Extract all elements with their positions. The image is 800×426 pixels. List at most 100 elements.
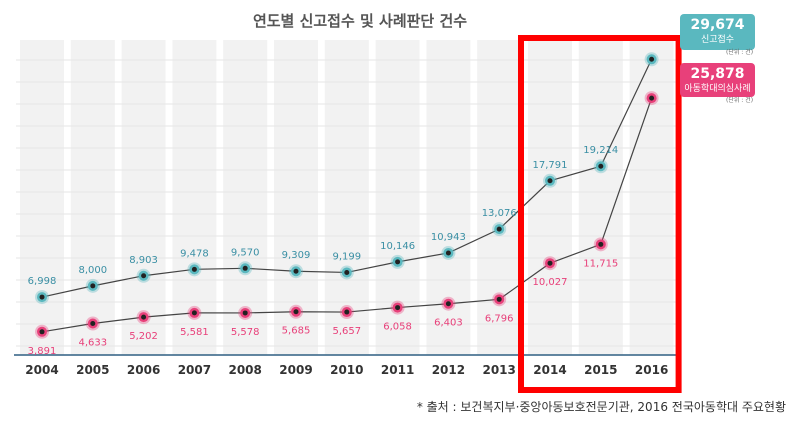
callout-reports-value: 29,674 — [690, 17, 745, 33]
point-center — [649, 56, 655, 62]
point-center — [39, 329, 45, 335]
x-tick-label: 2010 — [330, 363, 363, 377]
category-band — [477, 40, 522, 355]
point-center — [141, 314, 147, 320]
x-tick-label: 2006 — [127, 363, 160, 377]
data-point-cases — [441, 296, 456, 311]
data-label-cases: 6,403 — [434, 318, 463, 329]
point-center — [547, 178, 553, 184]
point-center — [141, 273, 147, 279]
x-tick-label: 2011 — [381, 363, 414, 377]
data-label-reports: 19,214 — [583, 145, 618, 156]
chart-title: 연도별 신고접수 및 사례판단 건수 — [252, 12, 468, 30]
data-point-reports — [85, 278, 100, 293]
point-center — [242, 310, 248, 316]
data-point-cases — [339, 305, 354, 320]
data-label-cases: 5,657 — [332, 326, 361, 337]
data-label-cases: 6,796 — [485, 313, 514, 324]
data-point-reports — [289, 264, 303, 279]
data-label-reports: 10,943 — [431, 232, 466, 243]
callout-reports-name: 신고접수 — [700, 35, 735, 45]
point-center — [293, 309, 299, 315]
data-point-reports — [593, 159, 608, 174]
data-label-cases: 6,058 — [383, 322, 412, 333]
point-center — [445, 301, 451, 307]
point-center — [191, 310, 197, 316]
callout-cases-value: 25,878 — [690, 66, 745, 82]
x-tick-label: 2016 — [635, 363, 668, 377]
data-point-cases — [543, 256, 557, 271]
point-center — [395, 259, 401, 265]
data-point-cases — [390, 300, 405, 315]
point-center — [293, 268, 299, 274]
point-center — [547, 260, 553, 266]
data-point-reports — [644, 52, 659, 67]
unit-label-cases: (단위 : 건) — [726, 97, 754, 104]
x-tick-label: 2004 — [25, 363, 58, 377]
point-center — [90, 283, 96, 289]
data-point-reports — [339, 265, 354, 280]
highlight-box — [518, 35, 682, 393]
point-center — [496, 296, 502, 302]
point-center — [344, 269, 350, 275]
data-label-cases: 5,578 — [231, 327, 260, 338]
data-label-reports: 8,903 — [129, 255, 158, 266]
point-center — [90, 321, 96, 327]
point-center — [649, 95, 655, 101]
category-band — [629, 40, 674, 355]
data-label-reports: 10,146 — [380, 241, 415, 252]
data-point-cases — [593, 237, 608, 252]
data-point-cases — [289, 304, 303, 319]
data-label-cases: 4,633 — [78, 338, 107, 349]
data-point-reports — [187, 262, 202, 277]
data-point-reports — [35, 290, 49, 305]
x-tick-label: 2007 — [178, 363, 211, 377]
data-point-cases — [85, 316, 100, 331]
data-point-cases — [238, 305, 253, 320]
x-tick-label: 2008 — [228, 363, 261, 377]
category-band — [578, 40, 623, 355]
data-label-cases: 5,202 — [129, 331, 158, 342]
point-center — [496, 226, 502, 232]
data-label-reports: 8,000 — [78, 265, 107, 276]
category-band — [20, 40, 64, 355]
point-center — [598, 241, 604, 247]
point-center — [395, 305, 401, 311]
data-label-cases: 10,027 — [533, 277, 568, 288]
callout-reports: 29,674 신고접수 — [680, 14, 755, 50]
data-point-reports — [390, 254, 405, 269]
data-point-reports — [238, 261, 253, 276]
data-label-cases: 3,891 — [28, 346, 57, 357]
data-label-reports: 6,998 — [28, 276, 57, 287]
data-point-cases — [187, 305, 202, 320]
category-band — [528, 40, 572, 355]
x-tick-label: 2014 — [533, 363, 566, 377]
data-label-reports: 13,076 — [482, 208, 517, 219]
data-label-cases: 11,715 — [583, 258, 618, 269]
point-center — [191, 266, 197, 272]
data-point-cases — [35, 324, 49, 339]
category-band — [70, 40, 115, 355]
data-label-reports: 9,570 — [231, 247, 260, 258]
x-tick-label: 2005 — [76, 363, 109, 377]
x-tick-label: 2015 — [584, 363, 617, 377]
data-point-cases — [644, 91, 659, 106]
x-tick-label: 2013 — [482, 363, 515, 377]
data-label-reports: 9,478 — [180, 248, 209, 259]
x-tick-label: 2012 — [432, 363, 465, 377]
point-center — [344, 309, 350, 315]
callout-cases-name: 아동학대의심사례 — [684, 84, 751, 94]
data-label-cases: 5,685 — [282, 326, 311, 337]
data-label-reports: 17,791 — [533, 160, 568, 171]
data-label-reports: 9,199 — [332, 251, 361, 262]
data-point-cases — [492, 292, 507, 307]
data-point-reports — [441, 245, 456, 260]
point-center — [242, 265, 248, 271]
data-point-reports — [136, 268, 151, 283]
data-label-cases: 5,581 — [180, 327, 209, 338]
x-tick-label: 2009 — [279, 363, 312, 377]
data-point-reports — [492, 222, 507, 237]
data-point-reports — [543, 173, 557, 188]
